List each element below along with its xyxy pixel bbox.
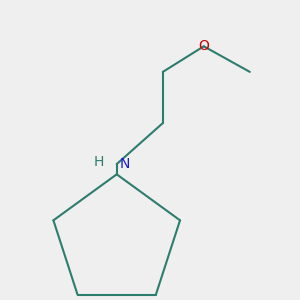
Text: H: H (94, 154, 104, 169)
Text: N: N (119, 157, 130, 171)
Text: O: O (198, 39, 209, 53)
